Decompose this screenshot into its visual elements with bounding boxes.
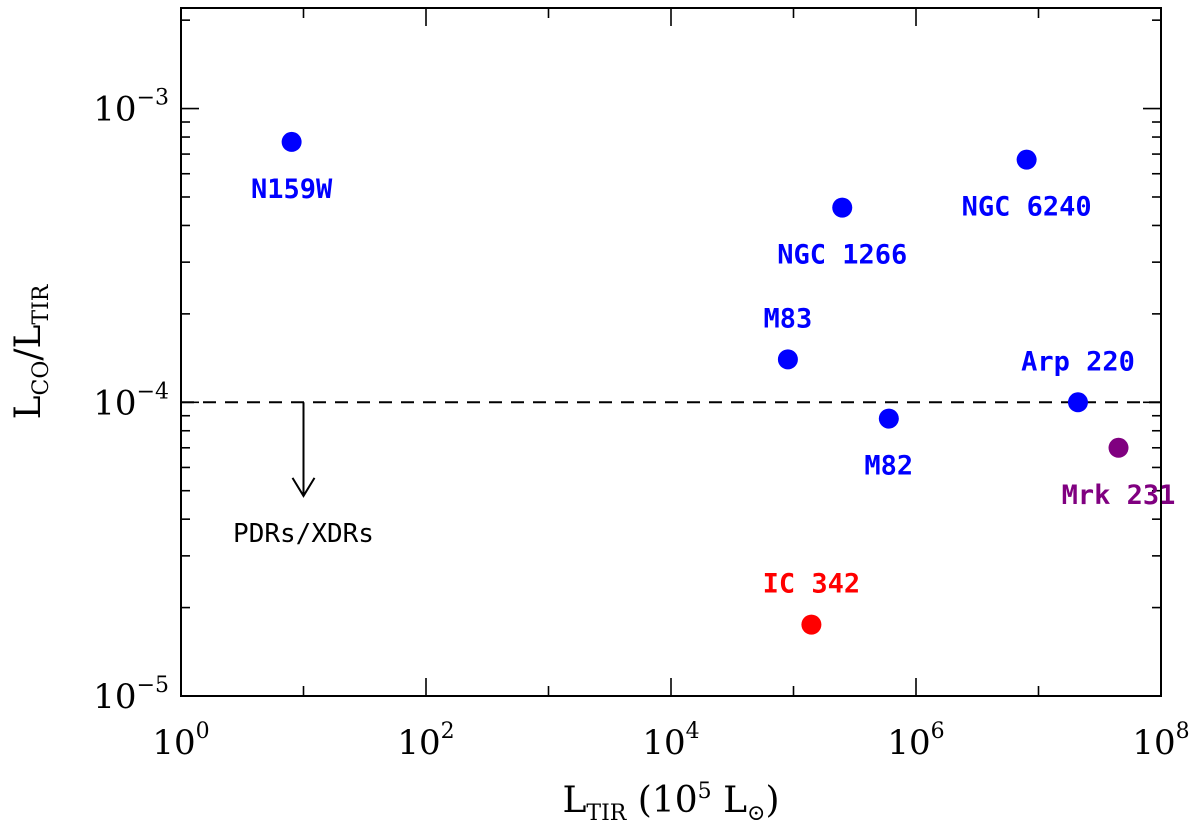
point-label-m82: M82	[864, 451, 913, 482]
y-tick-label: 10−5	[93, 673, 169, 717]
point-label-m83: M83	[764, 303, 813, 334]
pdr-xdr-annotation: PDRs/XDRs	[233, 402, 374, 549]
x-tick-label: 102	[397, 719, 454, 763]
y-tick-label: 10−3	[93, 86, 169, 130]
axis-ticks	[180, 8, 1162, 697]
point-label-ic-342: IC 342	[763, 569, 861, 600]
arrow-down-icon	[291, 477, 316, 498]
point-ngc-1266	[832, 197, 853, 218]
tick-labels: 100 102 104 106 108 10−5 10−4 10−3	[93, 86, 1189, 763]
point-arp-220	[1067, 392, 1088, 413]
data-points: N159W NGC 1266 NGC 6240 M83 M82 Arp 220 Mrk 23…	[251, 131, 1176, 635]
point-label-mrk-231: Mrk 231	[1062, 480, 1176, 511]
plot-frame	[180, 7, 1162, 697]
point-label-n159w: N159W	[251, 174, 333, 205]
point-label-ngc-6240: NGC 6240	[962, 192, 1092, 223]
point-label-ngc-1266: NGC 1266	[777, 240, 907, 271]
x-tick-label: 100	[152, 719, 209, 763]
y-axis-title: LCO/LTIR	[8, 283, 54, 419]
x-tick-label: 106	[887, 719, 944, 763]
point-label-arp-220: Arp 220	[1021, 346, 1135, 377]
x-tick-label: 108	[1132, 719, 1189, 763]
x-tick-label: 104	[642, 719, 699, 763]
point-mrk-231	[1108, 437, 1129, 458]
point-ic-342	[801, 614, 822, 635]
point-n159w	[281, 131, 302, 152]
annotation-label: PDRs/XDRs	[233, 519, 374, 549]
y-tick-label: 10−4	[93, 379, 169, 423]
x-axis-title: LTIR (105 L⊙)	[563, 779, 780, 826]
point-m82	[878, 408, 899, 429]
point-ngc-6240	[1016, 149, 1037, 170]
point-m83	[777, 349, 798, 370]
